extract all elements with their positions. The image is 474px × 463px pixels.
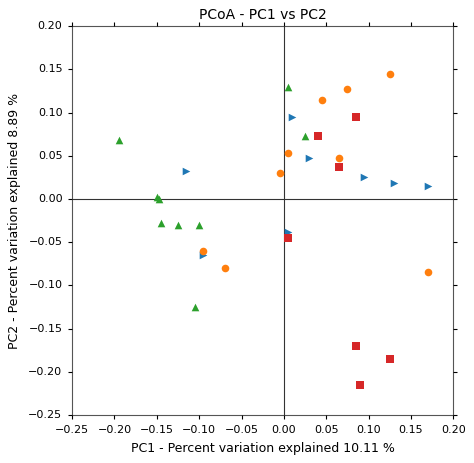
Point: [200, 251, 207, 259]
Point: [289, 113, 296, 121]
Point: [195, 221, 203, 229]
Point: [318, 96, 326, 103]
Point: [335, 154, 343, 161]
X-axis label: PC1 - Percent variation explained 10.11 %: PC1 - Percent variation explained 10.11 …: [131, 442, 395, 455]
Point: [344, 86, 351, 93]
Point: [284, 228, 292, 236]
Point: [424, 182, 432, 190]
Point: [352, 342, 360, 350]
Point: [335, 163, 343, 171]
Point: [155, 195, 162, 203]
Point: [301, 132, 309, 140]
Point: [157, 219, 165, 227]
Point: [386, 355, 393, 363]
Y-axis label: PC2 - Percent variation explained 8.89 %: PC2 - Percent variation explained 8.89 %: [9, 93, 21, 349]
Title: PCoA - PC1 vs PC2: PCoA - PC1 vs PC2: [199, 8, 327, 22]
Point: [361, 174, 368, 181]
Point: [276, 169, 283, 177]
Point: [390, 180, 398, 187]
Point: [352, 113, 360, 121]
Point: [221, 264, 228, 272]
Point: [182, 167, 190, 174]
Point: [306, 155, 313, 162]
Point: [314, 132, 321, 140]
Point: [356, 381, 364, 388]
Point: [284, 83, 292, 90]
Point: [284, 234, 292, 242]
Point: [284, 150, 292, 157]
Point: [424, 269, 432, 276]
Point: [153, 194, 161, 201]
Point: [386, 70, 393, 77]
Point: [115, 137, 122, 144]
Point: [174, 221, 182, 229]
Point: [191, 303, 199, 311]
Point: [200, 247, 207, 255]
